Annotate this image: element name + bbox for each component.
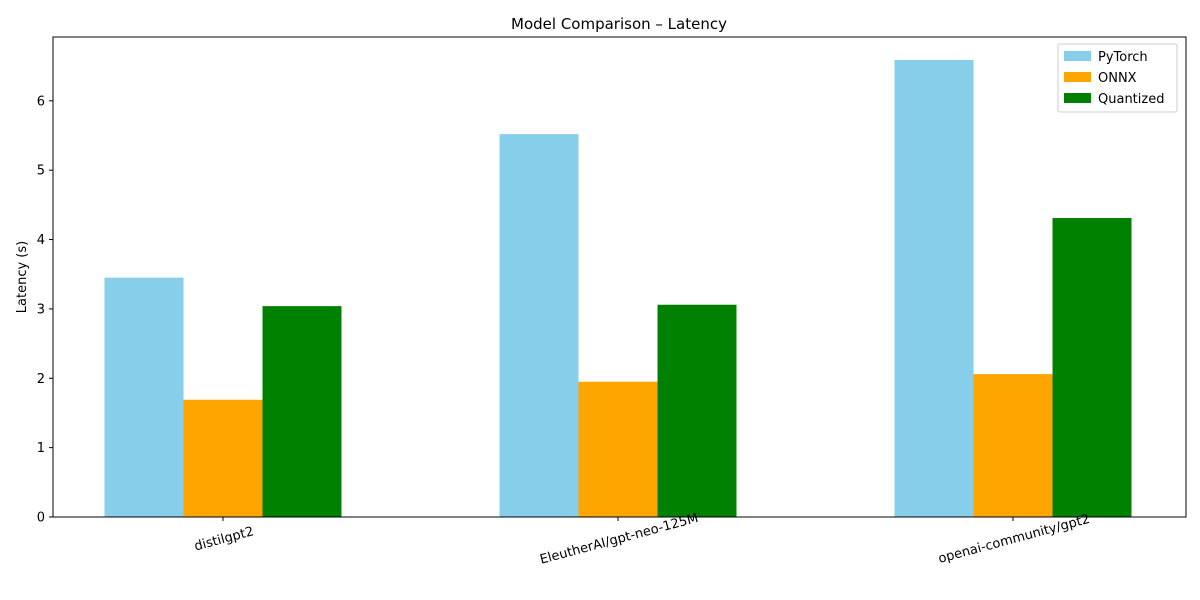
legend-label-onnx: ONNX	[1098, 71, 1137, 86]
y-axis: 0 1 2 3 4 5 6	[37, 94, 53, 526]
legend: PyTorch ONNX Quantized	[1057, 43, 1178, 113]
y-tick-label: 3	[37, 302, 45, 317]
legend-label-pytorch: PyTorch	[1098, 50, 1148, 65]
y-tick-label: 2	[37, 372, 45, 387]
y-tick-label: 5	[37, 164, 45, 179]
bar-pytorch-1	[499, 134, 579, 517]
bar-onnx-2	[973, 374, 1053, 517]
bar-pytorch-0	[104, 277, 184, 517]
plot-frame	[52, 36, 1187, 518]
bars-group	[104, 59, 1132, 518]
legend-label-quantized: Quantized	[1098, 92, 1164, 107]
legend-swatch-pytorch	[1064, 51, 1091, 61]
y-tick-label: 6	[37, 94, 45, 109]
bar-quantized-2	[1052, 218, 1132, 517]
y-tick-label: 1	[37, 441, 45, 456]
chart-title: Model Comparison – Latency	[511, 15, 727, 33]
y-tick-label: 0	[37, 511, 45, 526]
x-tick-label: EleutherAI/gpt-neo-125M	[538, 511, 700, 568]
bar-quantized-1	[657, 304, 737, 517]
bar-quantized-0	[262, 306, 342, 517]
bar-onnx-1	[578, 381, 658, 517]
y-axis-label: Latency (s)	[15, 241, 30, 313]
bar-pytorch-2	[894, 59, 974, 518]
legend-swatch-onnx	[1064, 72, 1091, 82]
y-tick-label: 4	[37, 233, 45, 248]
x-tick-label: distilgpt2	[193, 524, 256, 554]
legend-swatch-quantized	[1064, 93, 1091, 103]
x-tick-label: openai-community/gpt2	[937, 512, 1092, 567]
x-axis: distilgpt2 EleutherAI/gpt-neo-125M openai-…	[193, 511, 1092, 568]
bar-onnx-0	[183, 399, 263, 517]
